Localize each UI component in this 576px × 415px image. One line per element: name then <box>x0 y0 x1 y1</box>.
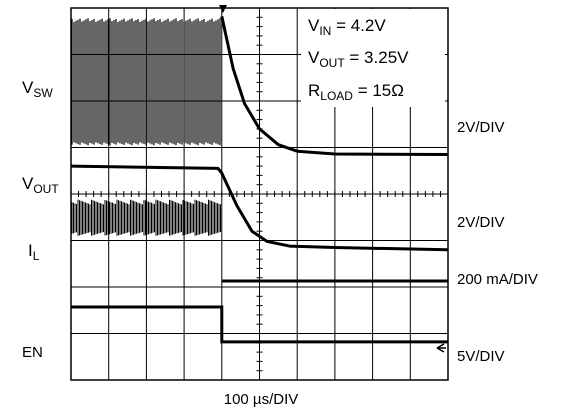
scale-label-vsw: 2V/DIV <box>457 119 505 136</box>
trace-il-ripple <box>71 199 221 236</box>
scale-label-vout: 2V/DIV <box>457 214 505 231</box>
trace-vsw-decay <box>220 16 449 156</box>
trigger-marker <box>219 5 227 13</box>
traces <box>70 16 449 344</box>
channel-label-en: EN <box>22 344 43 361</box>
channel-label-vsw: VSW <box>22 78 53 100</box>
channel-label-il: IL <box>28 241 40 263</box>
plot-frame <box>70 7 449 381</box>
en-ground-arrow <box>436 343 446 353</box>
annotation-vout: VOUT = 3.25V <box>308 48 409 70</box>
annotation-vin: VIN = 4.2V <box>308 16 386 38</box>
channel-label-vout: VOUT <box>22 174 59 196</box>
trace-vout <box>70 164 449 252</box>
scale-label-en: 5V/DIV <box>457 348 505 365</box>
annotation-box <box>301 9 445 107</box>
trace-vsw-switching <box>71 18 221 146</box>
scale-label-il: 200 mA/DIV <box>457 271 538 288</box>
x-axis-label: 100 µs/DIV <box>224 391 299 408</box>
trace-en <box>71 305 448 344</box>
annotation-rload: RLOAD = 15Ω <box>308 81 404 103</box>
